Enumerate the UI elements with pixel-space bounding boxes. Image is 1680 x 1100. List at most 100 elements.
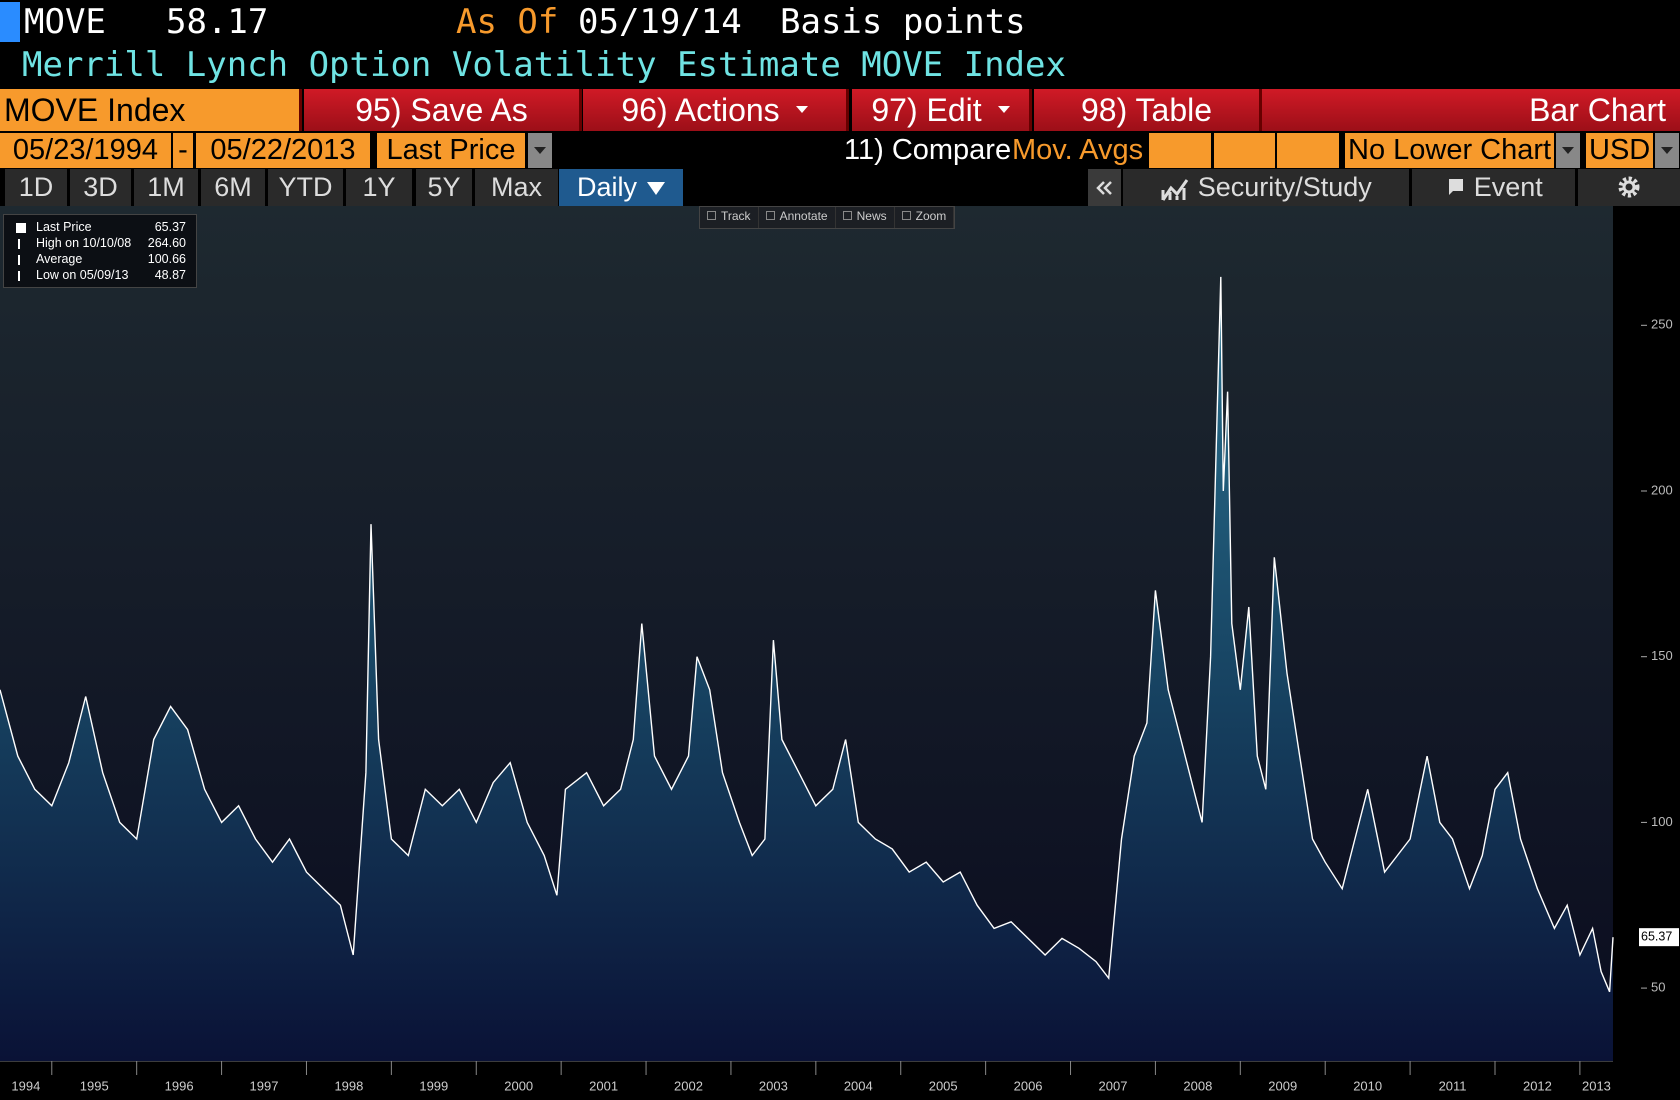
axis-background [1613,206,1680,1100]
period-label: Max [490,172,542,202]
compare[interactable]: 11) Compare [844,134,1012,166]
collapse-button[interactable] [1088,169,1121,206]
security-study[interactable]: Security/Study [1123,169,1409,206]
security-field[interactable]: MOVE Index [0,89,302,131]
as-of-date: 05/19/14 [578,2,742,42]
currency-dropdown[interactable] [1655,133,1679,168]
period-label: YTD [278,172,333,202]
legend-row: High on 10/10/08 264.60 [12,236,192,252]
period-tab[interactable]: Max [475,169,558,206]
mov-avg-input[interactable] [1149,133,1211,168]
chart-tool[interactable]: Zoom [895,207,955,228]
x-tick-label: 2006 [1014,1078,1043,1093]
toolbar-button-label: 97) Edit [871,92,982,128]
chart-kind[interactable]: Bar Chart [1259,89,1680,131]
legend: Last Price 65.37 High on 10/10/08 264.60 Ave… [3,214,197,288]
x-tick-label: 2000 [504,1078,533,1093]
legend-label: High on 10/10/08 [36,236,132,250]
x-tick-label: 2012 [1523,1078,1552,1093]
toolbar-button[interactable]: 96) Actions [583,89,849,131]
y-tick-label: 100 [1651,814,1673,829]
period-tab[interactable]: YTD [268,169,343,206]
legend-value: 264.60 [147,236,186,250]
x-tick-label: 2001 [589,1078,618,1093]
legend-row: Low on 05/09/13 48.87 [12,268,192,284]
dropdown-arrow [647,181,665,204]
mov-avg-input[interactable] [1277,133,1339,168]
start-date[interactable]: 05/23/1994 [0,133,171,168]
x-tick-label: 2010 [1353,1078,1382,1093]
lower-chart-dropdown[interactable] [1556,133,1580,168]
last-value-label: 65.37 [1641,929,1672,943]
security-study-label: Security/Study [1197,172,1372,202]
as-of-label: As Of [456,2,559,42]
dropdown-arrow [997,106,1010,119]
legend-value: 48.87 [154,268,186,282]
event[interactable]: Event [1412,169,1575,206]
description: Merrill Lynch Option Volatility Estimate… [22,45,1066,85]
x-tick-label: 2009 [1268,1078,1297,1093]
tool-label: Zoom [915,209,947,223]
toolbar-button-label: 98) Table [1080,92,1213,128]
chart-tool[interactable]: Track [700,207,759,228]
y-tick-label: 250 [1651,317,1673,332]
y-tick-label: 150 [1651,648,1673,663]
legend-icon [18,239,20,249]
legend-icon [18,255,20,265]
legend-value: 65.37 [154,220,186,234]
toolbar-button[interactable]: 98) Table [1034,89,1262,131]
period-tab[interactable]: Daily [559,169,683,206]
legend-row: Average 100.66 [12,252,192,268]
period-tab[interactable]: 1D [5,169,67,206]
toolbar-button[interactable]: 95) Save As [304,89,582,131]
mov-avg-input[interactable] [1214,133,1275,168]
period-label: 1M [147,172,185,202]
lower-chart[interactable]: No Lower Chart [1345,133,1554,168]
tool-label: Annotate [779,209,828,223]
chart-tool[interactable]: News [836,207,895,228]
last-value: 58.17 [166,2,269,42]
legend-value: 100.66 [147,252,186,266]
collapse-icon [1096,181,1112,195]
mov-avgs[interactable]: Mov. Avgs [1012,134,1144,166]
legend-label: Average [36,252,83,266]
x-tick-label: 1997 [250,1078,279,1093]
period-label: 5Y [427,172,461,202]
x-tick-label: 2008 [1183,1078,1212,1093]
x-tick-label: 2004 [844,1078,873,1093]
period-label: Daily [576,172,637,202]
field-dropdown[interactable] [528,133,552,168]
chart-tools: Track Annotate News Zoom [699,206,956,229]
x-tick-label: 1999 [419,1078,448,1093]
dropdown-arrow [795,106,808,119]
legend-icon [18,271,20,281]
line [0,276,1614,993]
area [0,276,1613,1061]
event-label: Event [1473,172,1543,202]
period-tab[interactable]: 1M [134,169,198,206]
toolbar-button[interactable]: 97) Edit [852,89,1032,131]
legend-label: Last Price [36,220,92,234]
tool-label: News [856,209,887,223]
chart-tool[interactable]: Annotate [759,207,836,228]
tool-icon [842,211,852,220]
period-tab[interactable]: 1Y [346,169,412,206]
legend-label: Low on 05/09/13 [36,268,129,282]
end-date[interactable]: 05/22/2013 [196,133,370,168]
x-tick-label: 1995 [80,1078,109,1093]
period-tab[interactable]: 6M [201,169,265,206]
period-label: 1D [18,172,54,202]
period-label: 6M [214,172,252,202]
settings[interactable] [1578,169,1680,206]
period-tab[interactable]: 5Y [416,169,472,206]
x-tick-label: 2002 [674,1078,703,1093]
x-tick-label: 2013 [1582,1078,1611,1093]
field-select[interactable]: Last Price [377,133,525,168]
x-tick-label: 1998 [334,1078,363,1093]
toolbar-button-label: 96) Actions [621,92,780,128]
x-tick-label: 2007 [1099,1078,1128,1093]
currency[interactable]: USD [1586,133,1653,168]
period-label: 3D [83,172,118,202]
period-tab[interactable]: 3D [70,169,131,206]
